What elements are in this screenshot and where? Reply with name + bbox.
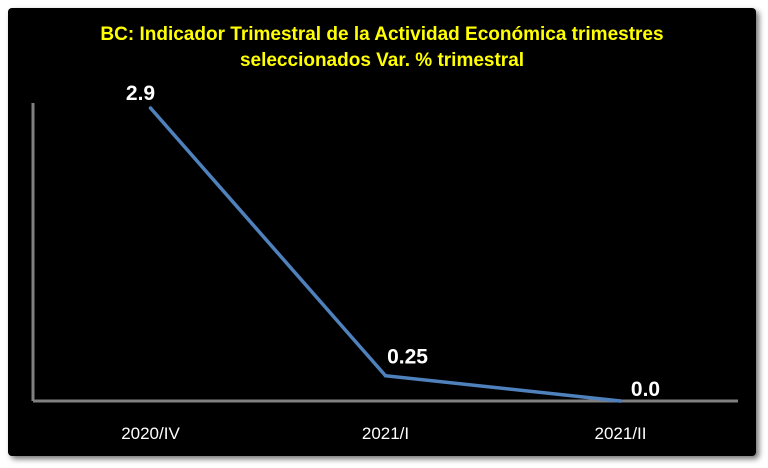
chart-title-line-2: seleccionados Var. % trimestral bbox=[239, 50, 525, 71]
x-tick-label: 2020/IV bbox=[121, 424, 180, 443]
data-label: 0.25 bbox=[387, 346, 428, 369]
chart-marks: 2.9 0.25 0.0 2020/IV 2021/I 2021/II bbox=[121, 82, 660, 443]
chart-frame: BC: Indicador Trimestral de la Actividad… bbox=[8, 8, 756, 456]
series-line bbox=[149, 106, 621, 403]
chart-title: BC: Indicador Trimestral de la Actividad… bbox=[8, 22, 756, 74]
chart-title-line-1: BC: Indicador Trimestral de la Actividad… bbox=[100, 24, 664, 45]
data-label: 2.9 bbox=[126, 82, 155, 105]
data-point bbox=[618, 399, 623, 403]
data-point bbox=[148, 106, 153, 110]
data-point bbox=[383, 373, 388, 378]
x-tick-label: 2021/II bbox=[595, 424, 647, 443]
line-chart: 2.9 0.25 0.0 2020/IV 2021/I 2021/II bbox=[31, 82, 738, 443]
x-tick-label: 2021/I bbox=[362, 424, 409, 443]
data-label: 0.0 bbox=[631, 378, 660, 401]
